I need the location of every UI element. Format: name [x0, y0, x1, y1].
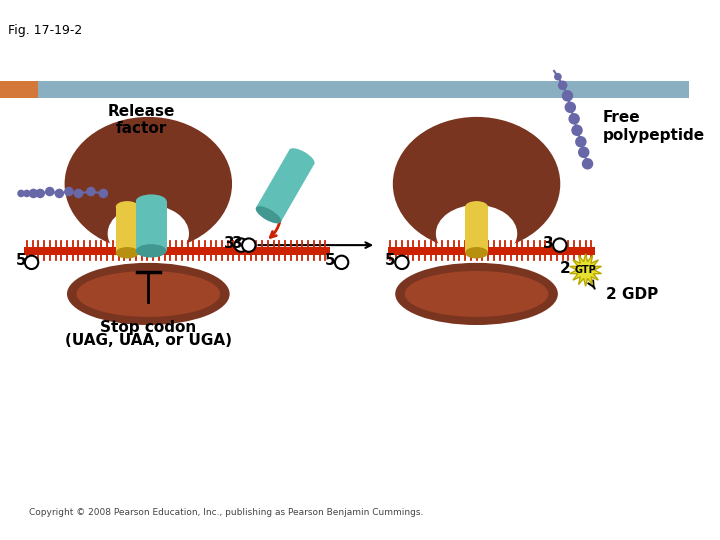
Circle shape	[575, 136, 587, 147]
Bar	[136, 201, 166, 251]
Circle shape	[571, 125, 582, 136]
Bar	[38, 80, 689, 98]
Circle shape	[17, 190, 25, 197]
Text: GTP: GTP	[575, 265, 596, 275]
Circle shape	[55, 188, 64, 198]
Circle shape	[35, 188, 45, 198]
Circle shape	[64, 187, 73, 197]
Text: (UAG, UAA, or UGA): (UAG, UAA, or UGA)	[65, 333, 232, 348]
Text: 5: 5	[16, 253, 27, 268]
Ellipse shape	[395, 263, 558, 325]
Circle shape	[335, 255, 348, 269]
Circle shape	[568, 113, 580, 125]
Circle shape	[395, 255, 409, 269]
Ellipse shape	[76, 271, 220, 317]
Polygon shape	[256, 150, 315, 222]
Ellipse shape	[116, 201, 139, 213]
Ellipse shape	[67, 263, 230, 325]
Ellipse shape	[256, 206, 281, 224]
Circle shape	[99, 188, 108, 198]
Text: Release
factor: Release factor	[108, 104, 175, 136]
Circle shape	[242, 239, 256, 252]
Ellipse shape	[136, 244, 166, 258]
Circle shape	[23, 190, 31, 197]
Circle shape	[86, 187, 96, 197]
Circle shape	[235, 239, 248, 252]
Ellipse shape	[436, 205, 517, 262]
Circle shape	[29, 188, 38, 198]
Ellipse shape	[465, 201, 488, 213]
Bar	[20, 191, 28, 197]
Polygon shape	[570, 254, 601, 286]
Bar	[0, 80, 38, 98]
Bar	[387, 247, 595, 255]
Bar	[116, 207, 139, 253]
Text: Copyright © 2008 Pearson Education, Inc., publishing as Pearson Benjamin Cumming: Copyright © 2008 Pearson Education, Inc.…	[29, 508, 423, 517]
Text: 2 GDP: 2 GDP	[606, 287, 658, 302]
Text: 5: 5	[385, 253, 396, 268]
Bar	[465, 207, 488, 253]
Circle shape	[582, 158, 593, 170]
Ellipse shape	[465, 247, 488, 259]
Circle shape	[25, 255, 38, 269]
Text: 3: 3	[225, 235, 235, 251]
Circle shape	[558, 80, 567, 90]
Text: Fig. 17-19-2: Fig. 17-19-2	[8, 24, 82, 37]
Text: Stop codon: Stop codon	[100, 320, 197, 335]
Circle shape	[554, 73, 562, 80]
Ellipse shape	[405, 271, 549, 317]
Bar	[24, 247, 330, 255]
Text: 3: 3	[232, 235, 243, 251]
Ellipse shape	[393, 117, 560, 251]
Ellipse shape	[116, 247, 139, 259]
Circle shape	[564, 102, 576, 113]
Circle shape	[553, 239, 567, 252]
Circle shape	[562, 90, 573, 102]
Circle shape	[73, 188, 84, 198]
Text: 5: 5	[325, 253, 336, 268]
Ellipse shape	[136, 194, 166, 208]
Ellipse shape	[65, 117, 232, 251]
Ellipse shape	[108, 205, 189, 262]
Text: 3: 3	[543, 235, 554, 251]
Ellipse shape	[289, 148, 315, 165]
Text: Free
polypeptide: Free polypeptide	[603, 110, 705, 143]
Circle shape	[45, 187, 55, 197]
Text: 2: 2	[559, 261, 570, 275]
Circle shape	[578, 146, 590, 158]
